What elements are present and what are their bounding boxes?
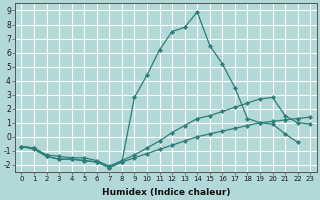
X-axis label: Humidex (Indice chaleur): Humidex (Indice chaleur) (101, 188, 230, 197)
